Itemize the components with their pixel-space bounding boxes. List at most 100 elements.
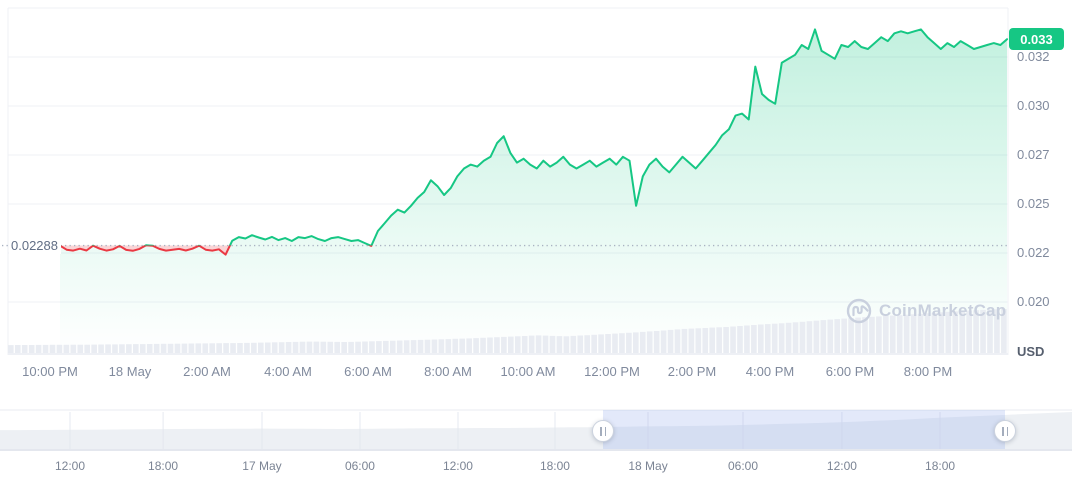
volume-bar	[271, 342, 278, 353]
volume-bar	[355, 341, 361, 353]
volume-bar	[966, 310, 972, 353]
volume-bar	[896, 315, 903, 353]
volume-bar	[278, 342, 285, 353]
volume-bar	[396, 340, 403, 353]
volume-bar	[633, 332, 639, 353]
volume-bar	[251, 342, 257, 353]
volume-bar	[348, 341, 354, 353]
volume-bar	[112, 344, 118, 353]
volume-bar	[737, 326, 743, 353]
y-axis-tick: 0.020	[1017, 294, 1050, 309]
price-area	[60, 29, 1007, 354]
navigator-selection[interactable]	[603, 410, 1005, 449]
volume-bar	[126, 344, 132, 353]
navigator-area	[0, 412, 1072, 449]
volume-bar	[452, 338, 459, 353]
volume-bar	[744, 325, 750, 353]
navigator-handle-left[interactable]	[592, 420, 614, 442]
volume-bar	[98, 344, 104, 353]
volume-bar	[494, 337, 500, 353]
y-axis-unit-label: USD	[1017, 344, 1045, 359]
volume-bar	[91, 344, 97, 353]
volume-bar	[646, 331, 653, 353]
navigator-axis-tick: 06:00	[727, 459, 759, 473]
y-axis-tick: 0.022	[1017, 245, 1050, 260]
volume-bar	[8, 345, 14, 353]
volume-bar	[119, 344, 125, 353]
x-axis-tick: 2:00 PM	[667, 364, 717, 379]
volume-bar	[473, 338, 479, 353]
volume-bar	[667, 329, 674, 353]
volume-bar	[320, 341, 327, 353]
navigator-axis-tick: 12:00	[442, 459, 473, 473]
volume-bar	[591, 334, 597, 353]
volume-bar	[181, 343, 188, 353]
volume-bar	[49, 344, 56, 353]
volume-bar	[952, 311, 959, 353]
volume-bar	[855, 317, 861, 353]
volume-bar	[619, 333, 625, 353]
volume-bar	[376, 341, 382, 353]
current-price-badge: 0.033	[1009, 28, 1064, 51]
x-axis-tick: 10:00 AM	[500, 364, 556, 379]
volume-bar	[702, 328, 709, 353]
volume-bar	[362, 341, 368, 353]
navigator-handle-right[interactable]	[994, 420, 1016, 442]
volume-bar	[876, 316, 882, 353]
navigator-axis-tick: 18:00	[539, 459, 570, 473]
volume-bar	[1001, 309, 1007, 353]
volume-bar	[556, 336, 563, 353]
volume-bar	[244, 342, 250, 353]
volume-bar	[14, 345, 21, 353]
volume-bar	[980, 309, 986, 353]
y-axis-tick: 0.032	[1017, 49, 1050, 64]
volume-bar	[410, 340, 417, 353]
volume-bar	[77, 344, 84, 353]
volume-bar	[28, 345, 35, 353]
volume-bar	[688, 328, 695, 353]
volume-bar	[806, 321, 813, 353]
price-line-up	[59, 28, 1008, 246]
volume-bar	[917, 313, 924, 353]
volume-bar	[660, 330, 667, 353]
navigator-axis-tick: 17 May	[242, 459, 282, 473]
volume-bar	[327, 341, 334, 353]
volume-bar	[334, 341, 341, 353]
volume-bar	[480, 337, 486, 353]
volume-bar	[584, 335, 591, 353]
volume-bar	[223, 343, 229, 353]
y-axis-tick: 0.025	[1017, 196, 1050, 211]
volume-bar	[528, 335, 535, 353]
volume-bar	[174, 343, 181, 353]
volume-bar	[264, 342, 271, 353]
volume-bar	[945, 311, 952, 353]
volume-bar	[403, 340, 410, 353]
volume-bar	[202, 343, 209, 353]
volume-bar	[42, 344, 49, 353]
price-below-ref-fill	[60, 245, 372, 255]
volume-bar	[848, 318, 854, 353]
volume-bar	[542, 335, 549, 353]
volume-bar	[63, 344, 70, 353]
volume-bar	[730, 326, 736, 353]
volume-bar	[778, 323, 785, 353]
navigator-axis-tick: 06:00	[344, 459, 375, 473]
volume-bar	[792, 322, 799, 353]
volume-bar	[431, 339, 438, 353]
volume-bar	[834, 319, 841, 353]
volume-bar	[424, 339, 431, 353]
volume-bar	[306, 341, 313, 353]
volume-bar	[563, 336, 570, 353]
volume-bar	[521, 336, 528, 353]
x-axis-tick: 4:00 AM	[264, 364, 312, 379]
x-axis-tick: 8:00 PM	[903, 364, 953, 379]
volume-bar	[535, 335, 542, 353]
y-axis-tick: 0.030	[1017, 98, 1050, 113]
volume-bar	[799, 321, 806, 353]
volume-bar	[827, 319, 834, 353]
volume-bar	[70, 344, 77, 353]
volume-bar	[230, 343, 236, 353]
plot-baseline	[8, 353, 1008, 355]
x-axis-tick: 6:00 PM	[825, 364, 875, 379]
volume-bar	[820, 320, 827, 353]
